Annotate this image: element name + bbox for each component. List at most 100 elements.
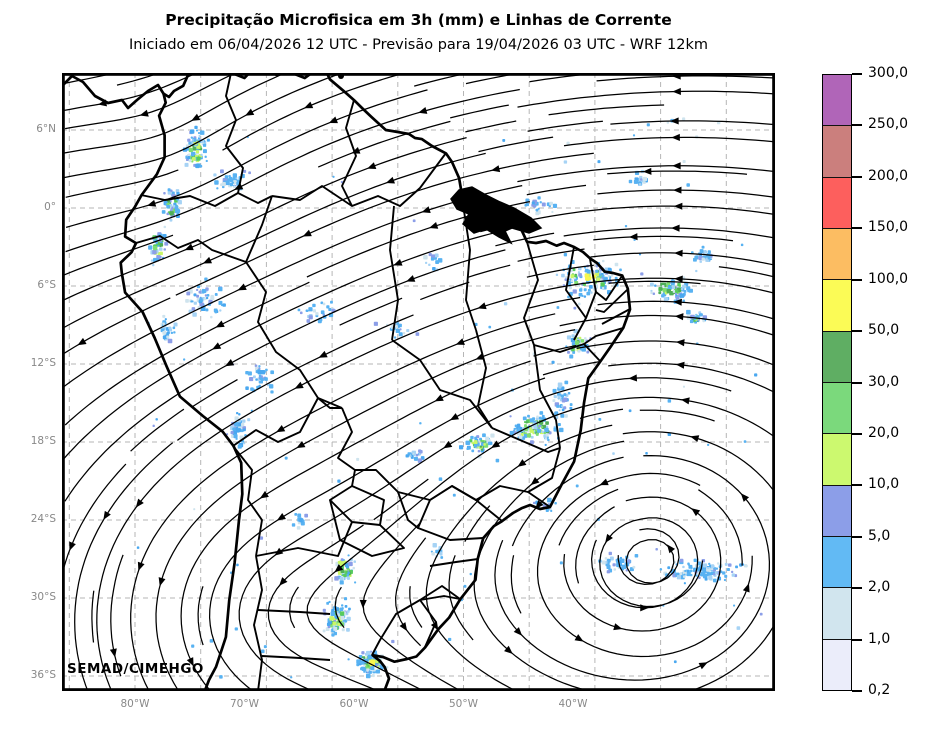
precip-dot xyxy=(257,369,262,375)
precip-dot xyxy=(724,562,728,566)
streamline-arrow xyxy=(574,634,584,642)
precip-dot xyxy=(297,308,301,312)
precip-dot xyxy=(473,440,478,445)
streamline xyxy=(478,136,554,153)
precip-dot xyxy=(221,182,226,187)
streamline xyxy=(110,554,124,677)
precip-dot xyxy=(698,576,701,579)
precip-dot xyxy=(687,563,690,566)
precip-dot xyxy=(334,576,339,581)
precip-dot xyxy=(523,434,528,438)
streamline-arrow xyxy=(443,440,453,449)
precip-dot xyxy=(172,326,176,330)
precip-dot xyxy=(415,453,419,457)
border-line xyxy=(140,192,239,207)
precip-dot xyxy=(173,322,178,327)
precip-dot xyxy=(396,322,400,325)
precip-dot xyxy=(743,564,748,568)
precip-dot xyxy=(191,307,196,311)
lat-tick-label: 24°S xyxy=(30,513,56,525)
precip-dot xyxy=(595,272,600,277)
precip-dot xyxy=(619,268,622,272)
streamline-arrow xyxy=(675,339,685,347)
precip-dot xyxy=(554,412,558,416)
precip-dot xyxy=(366,668,370,672)
precip-dot xyxy=(377,665,380,668)
precip-dot xyxy=(189,129,195,134)
precip-dot xyxy=(159,243,164,247)
precip-dot xyxy=(360,660,365,665)
streamline xyxy=(608,362,775,394)
precip-dot xyxy=(196,156,201,161)
streamline-arrow xyxy=(640,604,649,612)
streamline-arrow xyxy=(475,353,485,360)
streamline xyxy=(511,456,624,547)
precip-dot xyxy=(676,575,682,580)
precip-dot xyxy=(682,565,685,569)
border-line xyxy=(329,485,385,526)
precip-dot xyxy=(258,365,261,368)
precip-dot xyxy=(538,416,542,420)
colorbar-tick-label: 1,0 xyxy=(868,630,891,647)
colorbar-tick-label: 250,0 xyxy=(868,116,909,133)
streamline xyxy=(610,120,775,126)
streamline-arrow xyxy=(225,359,235,367)
streamline xyxy=(639,409,715,422)
precip-dot xyxy=(503,302,508,306)
precip-dot xyxy=(152,245,158,251)
precip-dot xyxy=(707,566,710,570)
precip-dot xyxy=(573,306,577,310)
precip-dot xyxy=(235,428,240,433)
precip-dot xyxy=(632,565,636,569)
streamline xyxy=(91,590,95,643)
precip-dot xyxy=(529,427,532,430)
precip-dot xyxy=(545,508,549,512)
border-line xyxy=(523,241,539,346)
streamline-arrow xyxy=(675,361,685,369)
streamline xyxy=(448,555,474,641)
precip-dot xyxy=(682,385,685,388)
precip-dot xyxy=(205,308,209,312)
precip-dot xyxy=(731,573,735,577)
precip-dot xyxy=(568,286,573,290)
precip-dot xyxy=(346,627,350,632)
precip-dot xyxy=(398,332,403,337)
precip-dot xyxy=(190,300,193,303)
streamline xyxy=(510,555,522,614)
precip-dot xyxy=(646,123,650,127)
streamline xyxy=(62,136,467,301)
precip-dot xyxy=(236,563,239,567)
precip-dot xyxy=(567,295,570,299)
precip-dot xyxy=(570,279,574,283)
precip-dot xyxy=(252,375,256,379)
border-line xyxy=(533,343,601,362)
border-line xyxy=(417,485,484,541)
precip-dot xyxy=(164,318,167,321)
precip-dot xyxy=(337,479,341,483)
precip-dot xyxy=(210,296,215,301)
precip-dot xyxy=(552,203,558,208)
precip-dot xyxy=(159,247,163,251)
precip-dot xyxy=(529,440,534,445)
streamline xyxy=(62,73,198,112)
precip-dot xyxy=(552,388,557,393)
colorbar-segment xyxy=(823,125,851,177)
streamline-arrow xyxy=(77,337,87,346)
chart-title: Precipitação Microfisica em 3h (mm) e Li… xyxy=(165,11,672,29)
border-line xyxy=(391,339,493,429)
streamline-arrow xyxy=(296,440,306,449)
colorbar-segment xyxy=(823,638,851,690)
precip-dot xyxy=(440,556,444,559)
precip-dot xyxy=(634,553,639,558)
precip-dot xyxy=(296,526,301,530)
precip-dot xyxy=(706,567,711,572)
precip-dot xyxy=(638,183,642,187)
precip-dot xyxy=(557,382,563,388)
streamline-arrow xyxy=(334,564,344,573)
streamline xyxy=(334,586,345,628)
precip-dot xyxy=(714,571,718,575)
precip-dot xyxy=(693,320,696,323)
precip-dot xyxy=(428,263,431,266)
streamline xyxy=(175,152,594,296)
streamline-arrow xyxy=(434,394,444,402)
